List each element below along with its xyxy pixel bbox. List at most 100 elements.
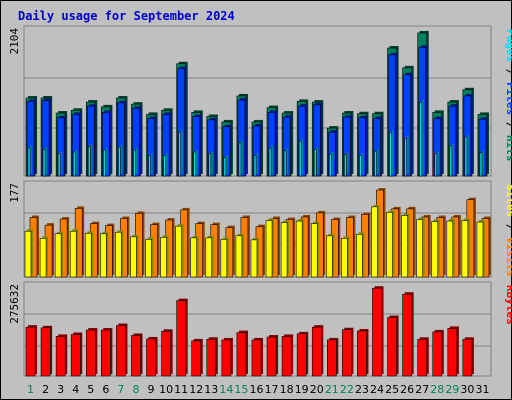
y-max-label: 2104	[8, 28, 21, 55]
bar-kbytes	[85, 329, 96, 377]
day-label: 12	[189, 383, 203, 396]
bar-files	[237, 99, 246, 177]
day-label: 17	[265, 383, 279, 396]
bar-files	[132, 107, 140, 177]
bar-pages	[208, 153, 212, 177]
bar-kbytes	[146, 338, 156, 377]
bar-kbytes	[25, 326, 36, 377]
bar-files	[147, 118, 155, 177]
legend-pages: Pages	[504, 29, 512, 62]
bar-sites	[265, 220, 273, 278]
bar-sites	[280, 222, 288, 278]
day-label: 5	[87, 383, 94, 396]
bar-pages-shadow	[105, 147, 108, 174]
bar-kbytes	[311, 326, 322, 377]
bar-pages-shadow	[165, 153, 168, 174]
bar-pages	[118, 146, 121, 177]
bar-kbytes	[387, 317, 397, 377]
bar-kbytes	[296, 333, 307, 377]
bar-sites	[39, 238, 47, 278]
bar-kbytes	[40, 327, 51, 377]
bar-kbytes	[432, 331, 443, 377]
bar-files	[117, 102, 125, 177]
bar-pages	[479, 152, 483, 177]
bar-kbytes	[206, 338, 217, 377]
bar-pages	[42, 149, 46, 177]
day-label: 11	[174, 383, 188, 396]
bar-pages-shadow	[421, 100, 424, 174]
bar-files	[403, 74, 411, 177]
day-label: 26	[400, 383, 414, 396]
chart-title: Daily usage for September 2024	[18, 9, 235, 23]
bar-files	[358, 117, 366, 177]
y-max-label: 275632	[8, 284, 21, 324]
bar-files	[56, 117, 65, 177]
y-right-legend: Sites / Visits	[504, 184, 512, 277]
day-label: 7	[117, 383, 124, 396]
bar-kbytes	[70, 334, 81, 377]
bar-sites	[295, 220, 303, 278]
bar-sites	[160, 237, 167, 278]
bar-pages-shadow	[240, 140, 243, 174]
bar-sites	[386, 212, 393, 278]
bar-sites	[235, 235, 243, 278]
bar-pages-shadow	[361, 153, 364, 174]
bar-sites	[24, 230, 32, 278]
bar-pages	[178, 131, 182, 177]
bar-pages	[133, 149, 136, 177]
bar-pages	[27, 147, 31, 177]
bar-pages-shadow	[481, 150, 484, 174]
bar-sites	[115, 231, 122, 278]
bar-pages	[464, 136, 468, 177]
bar-pages-shadow	[210, 151, 213, 174]
bar-files	[433, 118, 442, 177]
day-label: 10	[159, 383, 173, 396]
bar-sites	[190, 237, 198, 278]
day-label: 30	[460, 383, 474, 396]
bar-kbytes	[116, 325, 126, 377]
bar-pages	[313, 149, 317, 177]
day-label: 18	[280, 383, 294, 396]
day-label: 28	[430, 383, 444, 396]
bar-files	[373, 118, 381, 177]
day-label: 13	[204, 383, 218, 396]
bar-kbytes	[221, 339, 232, 377]
bar-kbytes	[372, 287, 382, 377]
bar-kbytes	[101, 329, 111, 377]
bar-files	[222, 126, 231, 177]
bar-files	[448, 105, 457, 177]
bar-kbytes	[342, 329, 352, 377]
day-label: 16	[250, 383, 264, 396]
y-right-legend: KBytes	[504, 285, 512, 325]
day-label: 19	[295, 383, 309, 396]
panel-kbytes: 275632 KBytes	[8, 281, 512, 377]
bar-pages-shadow	[451, 143, 454, 174]
bar-pages-shadow	[286, 148, 289, 174]
bar-sites	[100, 233, 107, 278]
bar-pages-shadow	[60, 151, 63, 174]
bar-pages	[298, 140, 302, 177]
legend-visits: Visits	[504, 237, 512, 277]
bar-kbytes	[281, 336, 292, 377]
bar-pages-shadow	[331, 152, 334, 174]
bar-files	[343, 116, 351, 177]
bar-pages-shadow	[255, 153, 259, 174]
bar-sites	[401, 215, 408, 278]
day-label: 27	[415, 383, 429, 396]
day-label: 21	[325, 383, 339, 396]
legend-separator: /	[504, 115, 512, 135]
bar-sites	[356, 233, 363, 278]
bar-pages	[419, 101, 423, 177]
bar-pages	[87, 146, 91, 177]
bar-files	[102, 112, 110, 177]
bar-pages	[434, 153, 438, 177]
bar-pages-shadow	[436, 151, 439, 174]
bar-pages	[374, 151, 377, 177]
bar-sites	[130, 236, 137, 278]
bar-sites	[476, 221, 484, 278]
day-label: 22	[340, 383, 354, 396]
bar-kbytes	[176, 300, 187, 377]
bar-pages-shadow	[225, 155, 228, 174]
bar-pages-shadow	[75, 150, 78, 174]
bar-files	[177, 68, 186, 177]
